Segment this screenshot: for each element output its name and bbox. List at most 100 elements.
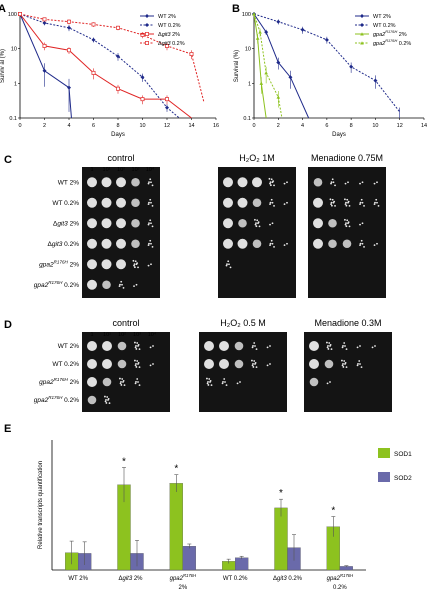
colony: [107, 397, 110, 400]
panel-a: A 0 2 4 6 8 10 12 14 16 0.1 1 10 100 Days Surviv al (%)…: [0, 3, 219, 138]
colony: [225, 384, 228, 387]
legend-label: SOD2: [394, 475, 412, 482]
colony: [341, 364, 344, 367]
data-point: [264, 71, 268, 75]
colony-spot: [117, 359, 127, 369]
data-point: [165, 105, 169, 110]
data-point: [252, 12, 256, 16]
colony: [266, 364, 269, 367]
category-label: WT 2%: [68, 576, 88, 582]
colony: [345, 225, 348, 228]
colony: [270, 198, 273, 201]
colony: [255, 348, 258, 351]
colony: [330, 182, 332, 185]
x-tick-label: 4: [301, 123, 304, 129]
dilution-label: 1: [90, 167, 93, 173]
colony-spot: [204, 359, 214, 369]
colony: [253, 342, 256, 344]
colony: [328, 342, 331, 344]
legend-label: WT 2%: [158, 14, 176, 20]
colony: [118, 285, 121, 288]
colony: [133, 266, 136, 269]
colony: [345, 366, 348, 369]
colony-spot: [102, 377, 112, 387]
colony-spot: [101, 197, 112, 208]
colony: [269, 181, 272, 184]
colony: [344, 361, 347, 364]
colony: [105, 398, 107, 401]
colony: [327, 344, 329, 347]
bar: [169, 483, 183, 571]
strain-label: WT 0.2%: [52, 200, 79, 207]
colony: [344, 345, 346, 347]
data-point: [259, 81, 264, 85]
colony: [358, 360, 361, 362]
legend-marker: [360, 23, 364, 27]
colony: [210, 384, 213, 387]
series-line: [19, 13, 192, 119]
colony: [222, 380, 224, 383]
data-point: [91, 70, 96, 75]
colony: [326, 382, 329, 385]
condition-label: control: [107, 153, 134, 163]
y-tick-label: 1: [14, 81, 17, 87]
colony: [269, 223, 271, 226]
colony: [332, 181, 335, 184]
series-line: [253, 13, 283, 119]
legend-marker: [145, 23, 149, 27]
colony-spot: [223, 177, 233, 188]
colony: [256, 219, 259, 222]
y-tick-label: 1: [248, 81, 251, 87]
condition-label: Menadione 0.3M: [314, 318, 381, 328]
colony: [329, 198, 332, 201]
colony: [148, 242, 150, 245]
colony: [374, 201, 376, 204]
colony-spot: [219, 341, 229, 351]
colony-spot: [204, 341, 214, 351]
colony: [342, 344, 344, 347]
colony: [326, 346, 329, 349]
colony: [344, 218, 346, 221]
colony: [236, 382, 239, 385]
colony: [286, 181, 288, 184]
y-axis-label: Relative transcripts quantification: [38, 461, 44, 549]
legend-swatch: [378, 472, 390, 482]
category-label: Δgit3 0.2%: [273, 576, 303, 582]
colony: [254, 218, 256, 221]
x-tick-label: 0: [252, 123, 255, 129]
colony-spot: [238, 218, 247, 228]
colony: [137, 361, 140, 364]
legend-label: WT 2%: [373, 14, 391, 20]
series-line: [253, 13, 310, 119]
data-point: [42, 43, 47, 48]
agar-plate: [308, 167, 386, 298]
colony: [208, 378, 211, 380]
colony: [373, 203, 376, 206]
colony: [137, 381, 139, 383]
colony: [152, 345, 154, 347]
colony: [359, 242, 362, 245]
agar-plate: [218, 167, 296, 298]
data-point: [67, 25, 71, 30]
bar: [274, 507, 288, 571]
data-point: [67, 19, 71, 24]
x-tick-label: 6: [325, 123, 328, 129]
colony: [272, 180, 275, 182]
colony: [136, 342, 139, 344]
colony: [147, 264, 150, 267]
colony: [251, 346, 254, 349]
significance-mark: *: [174, 464, 178, 475]
colony-spot: [116, 218, 126, 229]
colony: [345, 204, 348, 207]
data-point: [67, 85, 71, 90]
colony-spot: [219, 359, 229, 369]
colony: [330, 203, 332, 206]
colony: [257, 221, 260, 223]
y-tick-label: 100: [242, 12, 251, 18]
data-point: [276, 95, 281, 99]
colony: [228, 263, 230, 266]
colony: [224, 381, 226, 383]
colony: [221, 382, 224, 385]
panel-letter: E: [4, 423, 11, 435]
colony: [359, 201, 362, 204]
